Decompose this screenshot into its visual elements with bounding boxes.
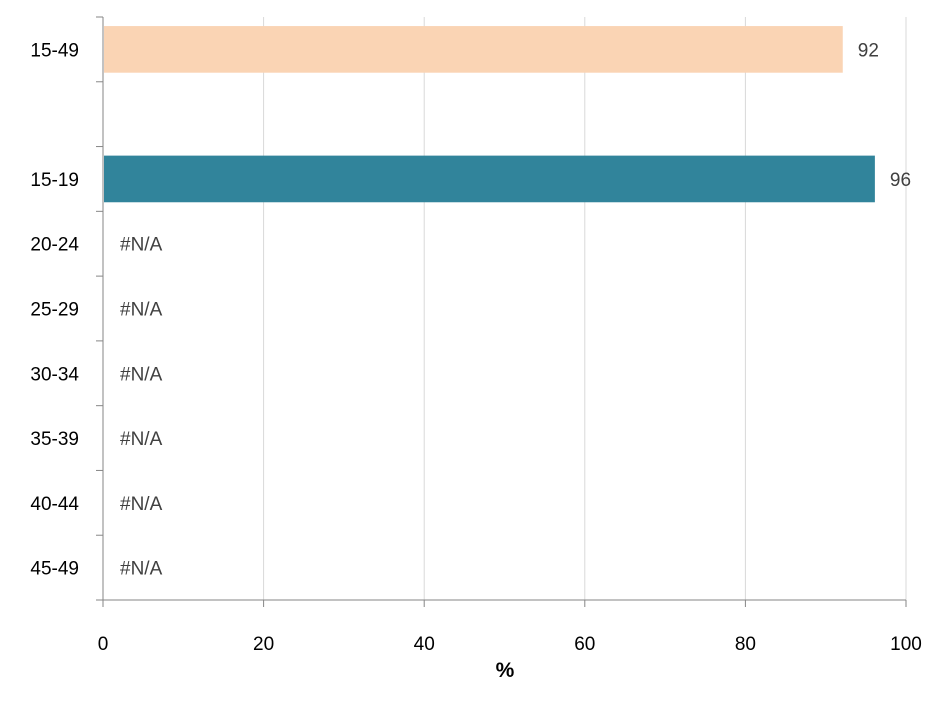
bar (104, 26, 843, 73)
gridlines (263, 17, 907, 600)
data-label: 96 (890, 170, 911, 191)
x-tick-label: 80 (735, 634, 756, 655)
labels: 0 20 40 60 80 100 15-49 92 15-19 96 20-24 #N/A 25-29… (30, 40, 921, 655)
y-category-label: 45-49 (30, 559, 79, 580)
y-category-label: 30-34 (30, 364, 79, 385)
y-category-label: 40-44 (30, 494, 79, 515)
y-category-label: 35-39 (30, 429, 79, 450)
data-label: #N/A (120, 300, 163, 321)
data-label: #N/A (120, 364, 163, 385)
y-category-label: 25-29 (30, 300, 79, 321)
data-label: #N/A (120, 494, 163, 515)
x-tick-label: 40 (414, 634, 435, 655)
y-category-label: 15-19 (30, 170, 79, 191)
bar (104, 155, 875, 203)
axes (96, 16, 907, 607)
x-axis-title: % (496, 659, 515, 682)
x-tick-label: 20 (253, 634, 274, 655)
data-label: #N/A (120, 429, 163, 450)
data-label: #N/A (120, 235, 163, 256)
bars (104, 26, 875, 203)
data-label: 92 (858, 40, 879, 61)
x-tick-label: 100 (890, 634, 922, 655)
x-tick-label: 0 (98, 634, 109, 655)
y-category-label: 20-24 (30, 235, 79, 256)
data-label: #N/A (120, 559, 163, 580)
x-tick-label: 60 (574, 634, 595, 655)
y-category-label: 15-49 (30, 40, 79, 61)
